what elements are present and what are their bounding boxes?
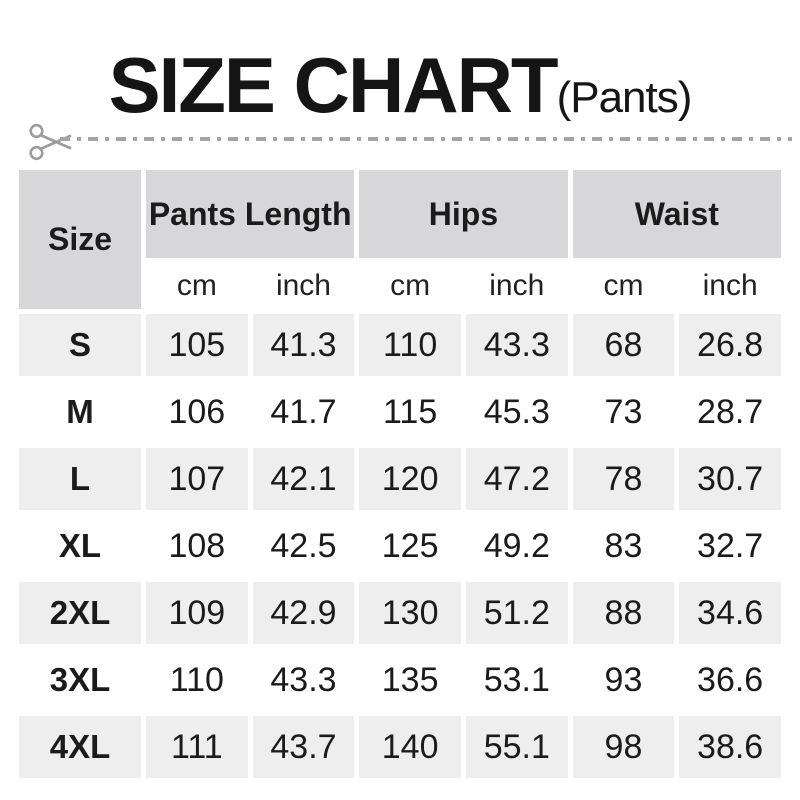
group-header-waist: Waist xyxy=(572,170,781,258)
measurement-value: 42.5 xyxy=(252,515,355,577)
measurement-value: 130 xyxy=(359,582,461,644)
measurement-value: 110 xyxy=(359,314,461,376)
measurement-value: 28.7 xyxy=(679,381,781,443)
table-header: Size Pants Length Hips Waist cm inch cm … xyxy=(19,170,781,309)
unit-header-inch: inch xyxy=(679,263,781,309)
measurement-value: 53.1 xyxy=(465,649,568,711)
unit-header-cm: cm xyxy=(572,263,675,309)
measurement-value: 120 xyxy=(359,448,461,510)
measurement-value: 30.7 xyxy=(679,448,781,510)
group-header-hips: Hips xyxy=(359,170,568,258)
table-row: XL 108 42.5 125 49.2 83 32.7 xyxy=(19,515,781,577)
table-row: 3XL 110 43.3 135 53.1 93 36.6 xyxy=(19,649,781,711)
table-row: M 106 41.7 115 45.3 73 28.7 xyxy=(19,381,781,443)
measurement-value: 140 xyxy=(359,716,461,778)
page-title: SIZE CHART (Pants) xyxy=(0,46,800,124)
title-main: SIZE CHART xyxy=(108,41,559,129)
measurement-value: 43.7 xyxy=(252,716,355,778)
measurement-value: 68 xyxy=(572,314,675,376)
measurement-value: 38.6 xyxy=(679,716,781,778)
measurement-value: 73 xyxy=(572,381,675,443)
title-suffix: (Pants) xyxy=(556,73,693,122)
measurement-value: 51.2 xyxy=(465,582,568,644)
dashed-cut-line xyxy=(60,137,792,141)
measurement-value: 36.6 xyxy=(679,649,781,711)
measurement-value: 34.6 xyxy=(679,582,781,644)
measurement-value: 111 xyxy=(146,716,248,778)
corner-header-size: Size xyxy=(19,170,141,309)
measurement-value: 78 xyxy=(572,448,675,510)
measurement-value: 45.3 xyxy=(465,381,568,443)
table-row: L 107 42.1 120 47.2 78 30.7 xyxy=(19,448,781,510)
size-label: 3XL xyxy=(19,649,141,711)
size-label: XL xyxy=(19,515,141,577)
size-chart-table: Size Pants Length Hips Waist cm inch cm … xyxy=(14,165,786,783)
measurement-value: 26.8 xyxy=(679,314,781,376)
table-row: S 105 41.3 110 43.3 68 26.8 xyxy=(19,314,781,376)
size-label: M xyxy=(19,381,141,443)
measurement-value: 42.1 xyxy=(252,448,355,510)
measurement-value: 110 xyxy=(146,649,248,711)
size-label: 4XL xyxy=(19,716,141,778)
measurement-value: 41.3 xyxy=(252,314,355,376)
measurement-value: 125 xyxy=(359,515,461,577)
measurement-value: 93 xyxy=(572,649,675,711)
table-row: 4XL 111 43.7 140 55.1 98 38.6 xyxy=(19,716,781,778)
measurement-value: 115 xyxy=(359,381,461,443)
measurement-value: 32.7 xyxy=(679,515,781,577)
measurement-value: 43.3 xyxy=(252,649,355,711)
measurement-value: 41.7 xyxy=(252,381,355,443)
measurement-value: 105 xyxy=(146,314,248,376)
measurement-value: 106 xyxy=(146,381,248,443)
unit-header-cm: cm xyxy=(146,263,248,309)
size-label: 2XL xyxy=(19,582,141,644)
unit-header-inch: inch xyxy=(465,263,568,309)
measurement-value: 47.2 xyxy=(465,448,568,510)
measurement-value: 55.1 xyxy=(465,716,568,778)
measurement-value: 49.2 xyxy=(465,515,568,577)
measurement-value: 42.9 xyxy=(252,582,355,644)
group-header-row: Size Pants Length Hips Waist xyxy=(19,170,781,309)
unit-header-cm: cm xyxy=(359,263,461,309)
size-label: L xyxy=(19,448,141,510)
measurement-value: 43.3 xyxy=(465,314,568,376)
measurement-value: 109 xyxy=(146,582,248,644)
measurement-value: 135 xyxy=(359,649,461,711)
table-row: 2XL 109 42.9 130 51.2 88 34.6 xyxy=(19,582,781,644)
group-header-pants-length: Pants Length xyxy=(146,170,355,258)
size-label: S xyxy=(19,314,141,376)
cut-line xyxy=(0,120,800,164)
measurement-value: 83 xyxy=(572,515,675,577)
measurement-value: 108 xyxy=(146,515,248,577)
size-table-body: S 105 41.3 110 43.3 68 26.8 M 106 41.7 115 45.3 73 28… xyxy=(19,314,781,778)
measurement-value: 88 xyxy=(572,582,675,644)
unit-header-row: cm inch cm inch cm inch xyxy=(19,263,781,309)
measurement-value: 98 xyxy=(572,716,675,778)
unit-header-inch: inch xyxy=(252,263,355,309)
measurement-value: 107 xyxy=(146,448,248,510)
scissors-icon xyxy=(29,123,72,161)
